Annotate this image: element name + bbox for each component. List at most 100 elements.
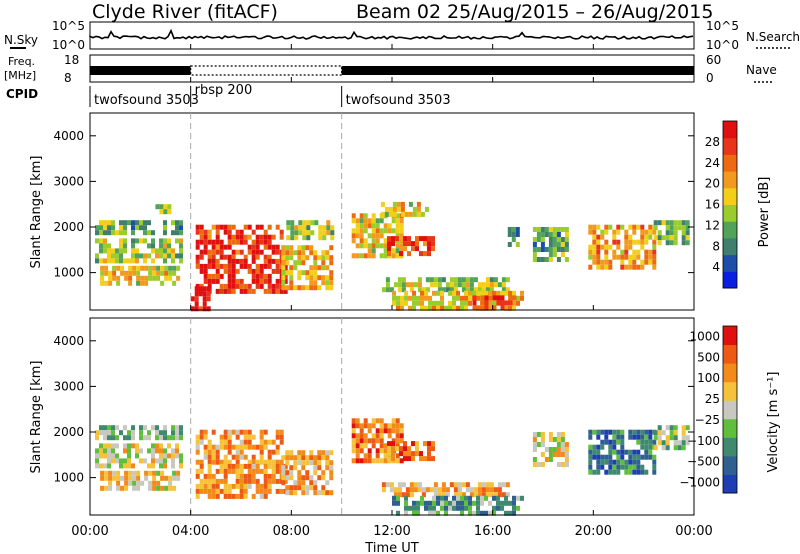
heatmap-cell: [616, 224, 621, 230]
colorbar-tick-label-4: 20: [705, 177, 720, 191]
heatmap-cell: [95, 453, 99, 459]
heatmap-cell: [428, 500, 432, 506]
heatmap-cell: [112, 470, 117, 476]
heatmap-cell: [636, 459, 641, 465]
heatmap-cell: [540, 257, 545, 262]
heatmap-cell: [596, 459, 601, 465]
heatmap-cell: [195, 224, 200, 230]
cpid-segment-label-2: twofsound 3503: [346, 93, 451, 108]
heatmap-cell: [123, 243, 127, 249]
heatmap-cell: [399, 228, 404, 234]
heatmap-cell: [411, 241, 415, 247]
heatmap-cell: [351, 253, 356, 259]
heatmap-cell: [167, 243, 171, 249]
heatmap-cell: [163, 204, 168, 210]
heatmap-cell: [111, 453, 115, 459]
heatmap-cell: [677, 445, 682, 451]
heatmap-cell: [564, 447, 569, 452]
heatmap-cell: [289, 250, 294, 256]
heatmap-cell: [148, 470, 153, 476]
heatmap-cell: [412, 211, 417, 217]
heatmap-cell: [457, 282, 462, 288]
heatmap-cell: [489, 282, 494, 288]
heatmap-cell: [179, 458, 183, 464]
heatmap-cell: [608, 264, 613, 270]
heatmap-cell: [148, 480, 153, 486]
heatmap-cell: [175, 448, 179, 454]
heatmap-cell: [371, 418, 376, 424]
heatmap-cell: [313, 460, 318, 466]
heatmap-cell: [389, 482, 394, 488]
heatmap-cell: [227, 488, 232, 494]
heatmap-cell: [636, 264, 641, 270]
heatmap-cell: [293, 460, 298, 466]
heatmap-cell: [243, 429, 248, 435]
heatmap-cell: [453, 492, 458, 498]
heatmap-cell: [632, 434, 637, 440]
heatmap-cell: [227, 258, 232, 264]
heatmap-cell: [532, 442, 537, 447]
heatmap-cell: [596, 249, 601, 255]
heatmap-cell: [325, 490, 330, 496]
heatmap-cell: [449, 287, 454, 293]
heatmap-cell: [424, 505, 428, 511]
heatmap-cell: [512, 305, 516, 311]
heatmap-cell: [476, 505, 480, 511]
heatmap-cell: [281, 275, 286, 281]
heatmap-cell: [604, 264, 609, 270]
heatmap-cell: [371, 233, 376, 239]
heatmap-cell: [363, 418, 368, 424]
heatmap-cell: [123, 458, 127, 464]
heatmap-cell: [167, 204, 172, 210]
heatmap-cell: [407, 456, 411, 462]
heatmap-cell: [632, 254, 637, 260]
heatmap-cell: [351, 213, 356, 219]
colorbar-frame: [722, 325, 738, 494]
heatmap-cell: [367, 458, 372, 464]
heatmap-cell: [661, 430, 666, 436]
heatmap-cell: [685, 230, 690, 236]
heatmap-cell: [95, 458, 99, 464]
heatmap-cell: [383, 423, 388, 429]
heatmap-cell: [423, 251, 427, 257]
heatmap-cell: [468, 510, 472, 516]
heatmap-cell: [592, 224, 597, 230]
heatmap-cell: [387, 446, 391, 452]
heatmap-cell: [644, 234, 649, 240]
heatmap-cell: [329, 465, 334, 471]
heatmap-cell: [298, 220, 303, 226]
heatmap-cell: [235, 429, 240, 435]
heatmap-cell: [115, 253, 119, 259]
heatmap-cell: [628, 429, 633, 435]
freq-unit: [MHz]: [4, 69, 36, 82]
heatmap-cell: [355, 433, 360, 439]
heatmap-cell: [536, 232, 541, 237]
heatmap-cell: [472, 290, 476, 296]
heatmap-cell: [465, 487, 470, 493]
heatmap-cell: [144, 280, 149, 286]
heatmap-cell: [198, 286, 203, 292]
heatmap-cell: [223, 473, 228, 479]
heatmap-cell: [313, 490, 318, 496]
heatmap-cell: [367, 248, 372, 254]
heatmap-cell: [251, 268, 256, 274]
heatmap-cell: [151, 453, 155, 459]
colorbar-tick-label-0: 4: [712, 260, 720, 274]
heatmap-cell: [628, 449, 633, 455]
heatmap-cell: [429, 487, 434, 493]
heatmap-cell: [440, 500, 444, 506]
heatmap-cell: [127, 448, 131, 454]
heatmap-cell: [297, 275, 302, 281]
heatmap-cell: [428, 505, 432, 511]
heatmap-cell: [207, 263, 212, 269]
heatmap-cell: [275, 488, 280, 494]
heatmap-cell: [620, 434, 625, 440]
heatmap-cell: [302, 225, 307, 231]
heatmap-cell: [351, 418, 356, 424]
heatmap-cell: [520, 295, 524, 301]
velocity-ylabel: Slant Range [km]: [29, 361, 44, 474]
heatmap-cell: [375, 433, 380, 439]
heatmap-cell: [152, 270, 157, 276]
heatmap-cell: [151, 425, 155, 431]
heatmap-cell: [453, 277, 458, 283]
